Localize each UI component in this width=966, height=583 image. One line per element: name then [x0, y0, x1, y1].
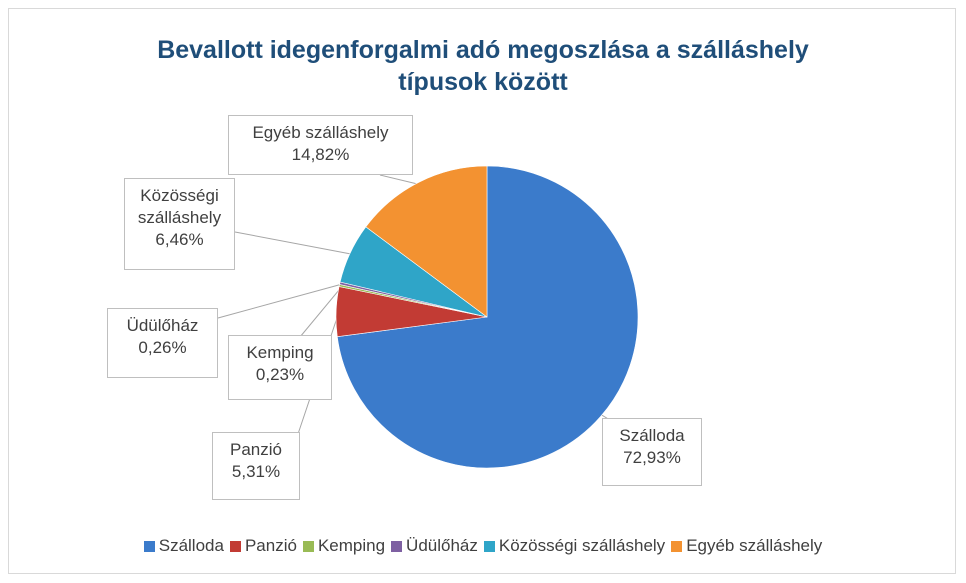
data-label-category: Egyéb szálláshely — [252, 123, 389, 142]
data-label: Panzió 5,31% — [212, 432, 300, 500]
data-label-value: 5,31% — [231, 462, 281, 481]
chart-border — [8, 8, 956, 574]
data-label-value: 14,82% — [291, 145, 350, 164]
data-label-category: Panzió — [230, 440, 282, 459]
data-label-value: 72,93% — [623, 448, 681, 467]
pie-slice — [365, 165, 488, 318]
data-label: Közösségi szálláshely 6,46% — [124, 178, 235, 270]
legend-item: Egyéb szálláshely — [671, 536, 822, 556]
legend-swatch — [391, 540, 403, 552]
leader-line — [217, 283, 343, 319]
data-label: Üdülőház 0,26% — [107, 308, 218, 378]
data-label: Egyéb szálláshely 14,82% — [228, 115, 413, 175]
data-label-category: Üdülőház — [126, 316, 199, 335]
legend: Szálloda Panzió Kemping Üdülőház Közösségi s… — [0, 536, 966, 556]
legend-item: Panzió — [229, 536, 297, 556]
legend-swatch — [143, 540, 155, 552]
legend-label: Egyéb szálláshely — [686, 536, 823, 555]
legend-label: Üdülőház — [406, 536, 478, 555]
data-label-category: Közösségi szálláshely — [137, 186, 222, 227]
legend-swatch — [229, 540, 241, 552]
pie-slice — [336, 165, 639, 469]
legend-label: Szálloda — [158, 536, 224, 555]
legend-swatch — [302, 540, 314, 552]
data-label: Szálloda 72,93% — [602, 418, 702, 486]
data-label-category: Kemping — [246, 343, 314, 362]
data-label: Kemping 0,23% — [228, 335, 332, 400]
legend-item: Közösségi szálláshely — [483, 536, 666, 556]
leader-line — [379, 174, 421, 186]
data-label-value: 6,46% — [155, 230, 204, 249]
legend-item: Szálloda — [143, 536, 224, 556]
legend-swatch — [671, 540, 683, 552]
data-label-value: 0,26% — [138, 338, 187, 357]
chart-title: Bevallott idegenforgalmi adó megoszlása … — [157, 36, 809, 96]
leader-line — [234, 231, 354, 255]
legend-item: Kemping — [302, 536, 386, 556]
leader-line — [299, 285, 343, 338]
legend-label: Panzió — [244, 536, 297, 555]
legend-swatch — [483, 540, 495, 552]
data-label-value: 0,23% — [255, 365, 305, 384]
data-label-category: Szálloda — [619, 426, 685, 445]
legend-label: Kemping — [317, 536, 386, 555]
legend-label: Közösségi szálláshely — [498, 536, 666, 555]
legend-item: Üdülőház — [391, 536, 478, 556]
